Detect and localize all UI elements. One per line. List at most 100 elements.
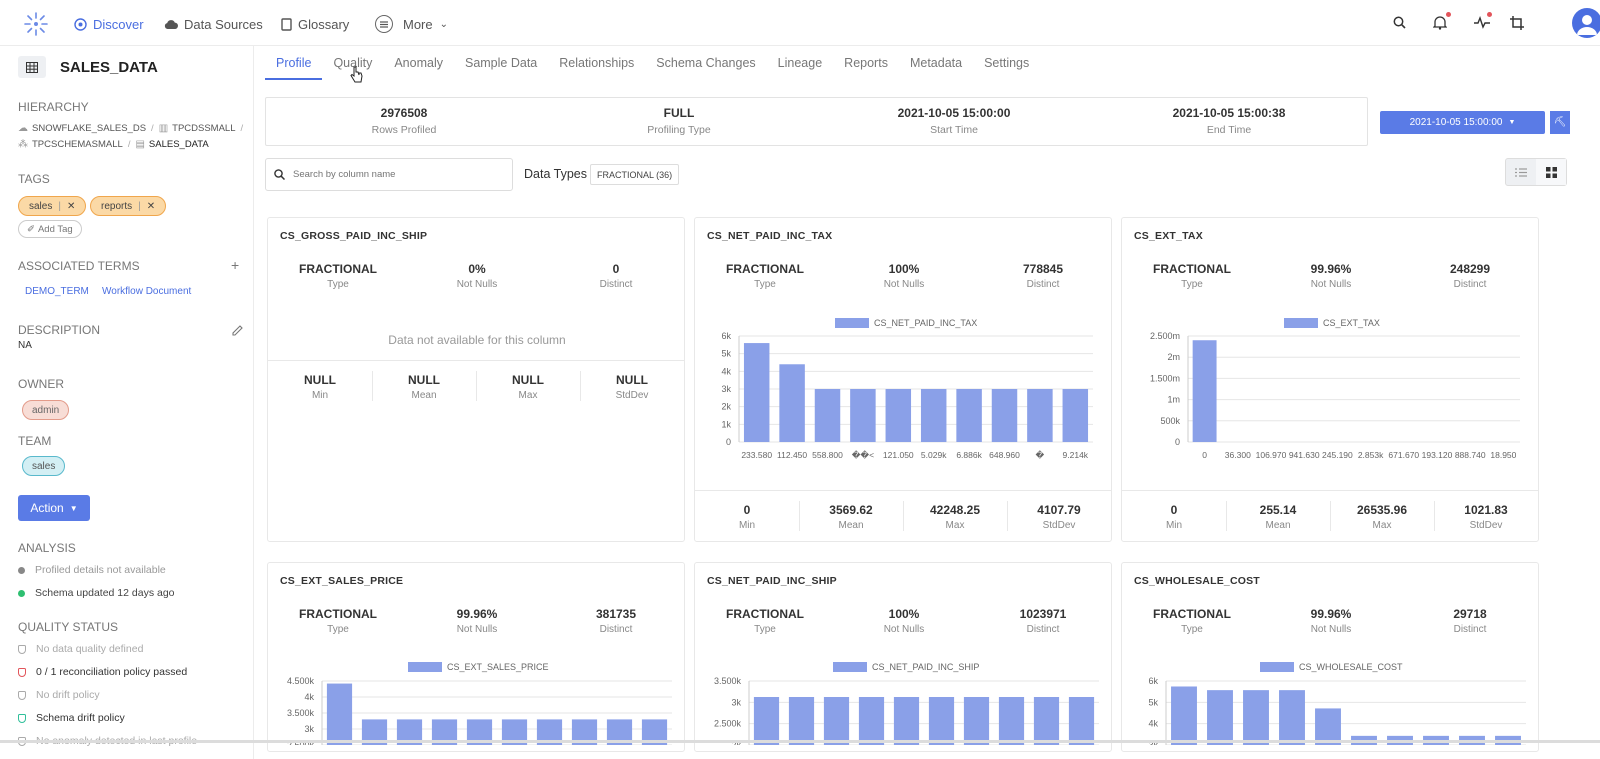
x-tick-label: ��< — [852, 449, 874, 460]
stat-label: Not Nulls — [1310, 279, 1352, 290]
y-tick-label: 1m — [1167, 395, 1180, 405]
stat-mean: 3569.62 — [829, 503, 873, 517]
stat-value: 99.96% — [456, 607, 498, 621]
stat-min: 0 — [1170, 503, 1178, 517]
summary-start: 2021-10-05 15:00:00 Start Time — [854, 106, 1054, 136]
term-workflow[interactable]: Workflow Document — [102, 286, 192, 297]
breadcrumb-schema[interactable]: TPCSCHEMASMALL — [32, 139, 123, 150]
column-card[interactable]: CS_NET_PAID_INC_TAX FRACTIONAL Type 100% N… — [694, 217, 1112, 542]
activity-icon[interactable] — [1474, 16, 1490, 29]
terms-heading: ASSOCIATED TERMS — [18, 259, 140, 273]
nav-discover[interactable]: Discover — [74, 15, 144, 33]
add-tag-label: Add Tag — [37, 223, 73, 235]
column-name: CS_NET_PAID_INC_TAX — [707, 230, 833, 242]
column-card[interactable]: CS_EXT_TAX FRACTIONAL Type 99.96% Not Null… — [1121, 217, 1539, 542]
tab-metadata[interactable]: Metadata — [909, 56, 963, 70]
horizontal-scrollbar[interactable] — [0, 740, 1600, 743]
profile-date-dropdown[interactable]: 2021-10-05 15:00:00 ▼ — [1380, 111, 1545, 134]
status-dot — [18, 589, 25, 597]
action-button[interactable]: Action ▼ — [18, 495, 90, 521]
summary-stats: 0 Min 3569.62 Mean 42248.25 Max 4107.79 StdD… — [695, 490, 1111, 541]
data-type-filter[interactable]: FRACTIONAL (36) — [590, 164, 680, 185]
quality-text: Schema drift policy — [36, 712, 125, 724]
tab-reports[interactable]: Reports — [844, 56, 888, 70]
bar — [779, 364, 805, 442]
breadcrumb-database[interactable]: TPCDSSMALL — [172, 123, 236, 134]
tab-lineage[interactable]: Lineage — [777, 56, 823, 70]
tab-profile[interactable]: Profile — [265, 46, 323, 80]
run-profile-button[interactable]: ⛏ — [1550, 111, 1570, 134]
chart-legend: CS_NET_PAID_INC_TAX — [835, 318, 977, 328]
x-tick-label: 558.800 — [812, 450, 843, 460]
y-tick-label: 4k — [1148, 719, 1158, 729]
stat-distinct: 778845 Distinct — [973, 262, 1111, 290]
stat-label: Not Nulls — [883, 279, 925, 290]
y-tick-label: 0 — [726, 437, 731, 447]
summary-rows: 2976508 Rows Profiled — [304, 106, 504, 136]
nav-more[interactable]: More ⌄ — [375, 15, 448, 33]
stat-label: Max — [1372, 520, 1392, 531]
summary-value: 2021-10-05 15:00:00 — [897, 106, 1011, 120]
bar — [920, 389, 947, 442]
tab-anomaly[interactable]: Anomaly — [394, 56, 443, 70]
column-card[interactable]: CS_EXT_SALES_PRICE FRACTIONAL Type 99.96%… — [267, 562, 685, 752]
nav-glossary[interactable]: Glossary — [281, 15, 349, 33]
summary-type: FULL Profiling Type — [579, 106, 779, 136]
tab-sample-data[interactable]: Sample Data — [464, 56, 538, 70]
stat-value: 248299 — [1449, 262, 1491, 276]
summary-label: End Time — [1206, 124, 1252, 136]
term-demo[interactable]: DEMO_TERM — [25, 286, 89, 297]
schema-icon: ⁂ — [18, 139, 28, 150]
crop-icon[interactable] — [1510, 16, 1524, 30]
tab-settings[interactable]: Settings — [984, 56, 1030, 70]
tab-bar: Profile Quality Anomaly Sample Data Rela… — [265, 46, 1040, 82]
search-icon[interactable] — [1393, 16, 1406, 29]
stat-mean: 255.14 — [1259, 503, 1297, 517]
tab-quality[interactable]: Quality — [333, 56, 373, 70]
quality-item: No data quality defined — [18, 643, 143, 655]
analysis-text: Profiled details not available — [35, 564, 166, 576]
legend-swatch — [1284, 318, 1318, 328]
caret-down-icon: ▼ — [1508, 119, 1516, 126]
menu-icon — [375, 15, 393, 33]
user-avatar[interactable] — [1572, 8, 1600, 38]
x-tick-label: 18.950 — [1490, 450, 1516, 460]
nav-data-sources[interactable]: Data Sources — [164, 15, 263, 33]
search-input[interactable] — [293, 169, 493, 180]
chart-legend: CS_EXT_TAX — [1284, 318, 1380, 328]
column-card[interactable]: CS_WHOLESALE_COST FRACTIONAL Type 99.96% N… — [1121, 562, 1539, 752]
nav-glossary-label: Glossary — [298, 16, 350, 32]
stat-type: FRACTIONAL Type — [695, 607, 835, 635]
grid-view-button[interactable] — [1536, 159, 1566, 185]
column-card[interactable]: CS_GROSS_PAID_INC_SHIP FRACTIONAL Type 0%… — [267, 217, 685, 542]
breadcrumb-datasource[interactable]: SNOWFLAKE_SALES_DS — [32, 123, 147, 134]
add-tag-button[interactable]: ✐ Add Tag — [18, 220, 82, 238]
y-tick-label: 2m — [1167, 352, 1180, 362]
close-icon[interactable]: ✕ — [146, 200, 156, 212]
analysis-item: Schema updated 12 days ago — [18, 587, 175, 599]
bar — [788, 697, 815, 745]
quality-heading: QUALITY STATUS — [18, 620, 119, 634]
x-tick-label: 2.853k — [1358, 450, 1384, 460]
column-card[interactable]: CS_NET_PAID_INC_SHIP FRACTIONAL Type 100%… — [694, 562, 1112, 752]
bar — [963, 697, 990, 745]
legend-label: CS_NET_PAID_INC_TAX — [874, 318, 978, 328]
list-view-button[interactable] — [1506, 159, 1536, 185]
bar — [991, 389, 1018, 442]
bell-icon[interactable] — [1433, 15, 1447, 30]
grid-icon — [1545, 166, 1557, 178]
stat-label: Type — [754, 279, 776, 290]
column-name: CS_WHOLESALE_COST — [1134, 575, 1260, 587]
edit-icon[interactable] — [232, 325, 243, 336]
close-icon[interactable]: ✕ — [66, 200, 76, 212]
x-tick-label: 9.214k — [1063, 450, 1089, 460]
stat-label: Type — [1181, 279, 1203, 290]
breadcrumb-row-2: ⁂ TPCSCHEMASMALL / ▤ SALES_DATA — [18, 139, 209, 150]
tab-schema-changes[interactable]: Schema Changes — [656, 56, 756, 70]
stat-label: Not Nulls — [883, 624, 925, 635]
y-tick-label: 6k — [1148, 676, 1158, 686]
add-term-icon[interactable]: + — [231, 257, 240, 273]
app-logo-icon[interactable] — [22, 10, 50, 38]
tab-relationships[interactable]: Relationships — [559, 56, 635, 70]
nav-discover-label: Discover — [93, 16, 144, 32]
